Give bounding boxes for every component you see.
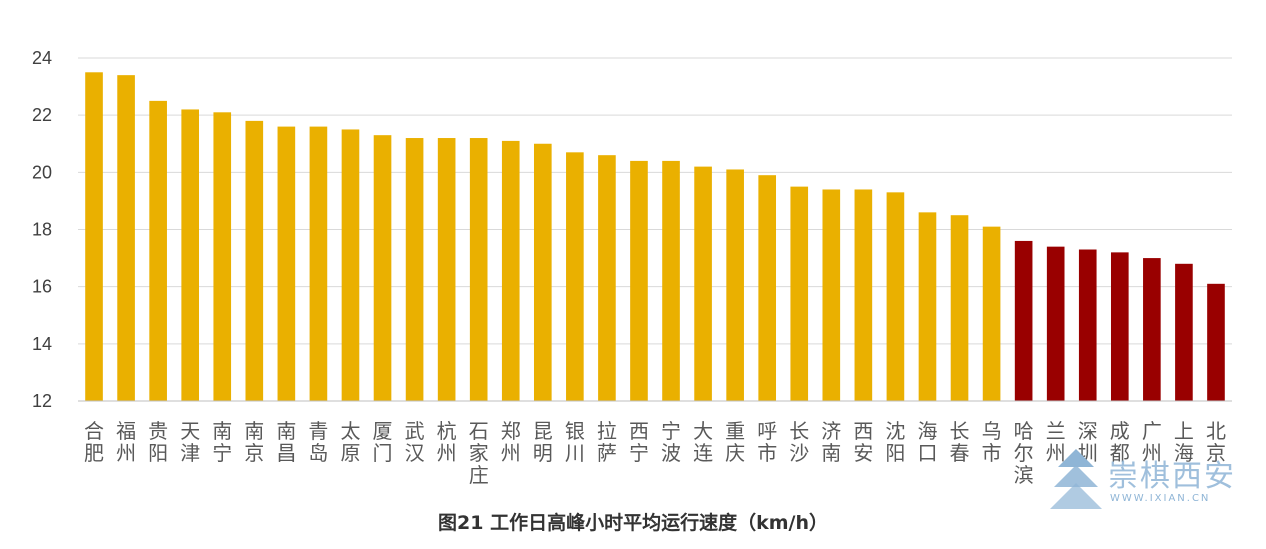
x-tick-label: 杭州 [437, 419, 457, 465]
x-tick-label: 重庆 [725, 419, 745, 465]
watermark: 崇棋西安 WWW.IXIAN.CN [1050, 445, 1250, 515]
bar [245, 120, 264, 401]
bar [309, 126, 328, 401]
x-axis: 合肥福州贵阳天津南宁南京南昌青岛太原厦门武汉杭州石家庄郑州昆明银川拉萨西宁宁波大… [78, 400, 1232, 487]
bar [918, 212, 937, 401]
x-tick-label: 银川 [565, 419, 585, 465]
x-tick-label: 西安 [853, 419, 873, 465]
bar [181, 109, 200, 401]
x-tick-label: 南昌 [276, 419, 296, 465]
bar [726, 169, 744, 401]
bar [277, 126, 296, 401]
x-tick-label: 乌市 [982, 419, 1002, 465]
x-tick-label: 沈阳 [885, 419, 905, 465]
bar [886, 192, 905, 401]
bar [1110, 252, 1129, 401]
bar [1046, 246, 1065, 401]
x-tick-label: 拉萨 [597, 419, 617, 465]
y-tick-label: 18 [32, 220, 52, 240]
bar [373, 135, 392, 402]
bar [85, 72, 103, 402]
x-tick-label: 成都 [1110, 419, 1130, 465]
x-tick-label: 郑州 [501, 419, 521, 465]
x-tick-label: 贵阳 [148, 419, 168, 465]
bar [501, 140, 520, 401]
bar [1207, 283, 1225, 401]
bar-chart: 12 14 16 18 20 22 24 合肥福州贵阳天津南宁南京南昌青岛太原厦门武汉杭州石… [32, 48, 1232, 487]
bar [341, 129, 360, 402]
y-tick-label: 14 [32, 334, 52, 354]
x-tick-label: 长沙 [789, 419, 809, 465]
bar [694, 166, 712, 401]
x-tick-label: 福州 [116, 419, 136, 465]
bar [982, 226, 1001, 401]
x-tick-label: 石家庄 [469, 419, 489, 487]
bar [117, 75, 135, 402]
x-tick-label: 宁波 [661, 419, 681, 465]
x-tick-label: 天津 [180, 419, 200, 465]
bar [822, 189, 841, 401]
x-tick-label: 昆明 [533, 419, 553, 465]
x-tick-label: 太原 [340, 419, 360, 465]
x-tick-label: 西宁 [629, 419, 649, 465]
bar [630, 160, 648, 401]
x-tick-label: 武汉 [405, 419, 425, 465]
bar [405, 138, 424, 402]
y-tick-label: 20 [32, 162, 52, 182]
watermark-url: WWW.IXIAN.CN [1110, 493, 1211, 504]
bar [1175, 263, 1193, 401]
bar [533, 143, 552, 401]
y-tick-label: 24 [32, 48, 52, 68]
x-tick-label: 合肥 [84, 419, 104, 465]
x-tick-label: 长春 [950, 419, 970, 465]
bar [213, 112, 232, 401]
bar [149, 100, 167, 401]
x-tick-label: 北京 [1206, 419, 1226, 465]
bars [85, 72, 1225, 402]
x-tick-label: 哈尔滨 [1014, 419, 1034, 487]
grid-lines [78, 57, 1232, 345]
bar [1078, 249, 1097, 401]
bar [566, 152, 584, 401]
bar [950, 215, 969, 401]
watermark-text: 崇棋西安 [1108, 459, 1236, 494]
bar [598, 155, 616, 401]
bar [758, 175, 777, 401]
y-tick-label: 16 [32, 277, 52, 297]
x-tick-label: 广州 [1142, 419, 1162, 465]
x-tick-label: 厦门 [373, 419, 393, 465]
bar [1143, 258, 1161, 401]
y-tick-label: 22 [32, 105, 52, 125]
x-tick-label: 上海 [1174, 419, 1194, 465]
x-tick-label: 南宁 [212, 419, 232, 465]
x-tick-label: 南京 [244, 419, 264, 465]
x-tick-label: 大连 [693, 419, 713, 465]
x-tick-label: 海口 [917, 419, 937, 465]
bar [469, 138, 488, 402]
y-axis: 12 14 16 18 20 22 24 [32, 48, 52, 411]
x-tick-label: 兰州 [1046, 419, 1066, 465]
bar [1014, 240, 1033, 401]
y-tick-label: 12 [32, 391, 52, 411]
bar [790, 186, 809, 401]
x-tick-label: 青岛 [308, 419, 328, 465]
chart-title: 图21 工作日高峰小时平均运行速度（km/h） [438, 512, 828, 534]
x-tick-label: 深圳 [1078, 419, 1098, 465]
x-tick-label: 济南 [821, 419, 841, 465]
bar [854, 189, 873, 401]
building-icon [1050, 449, 1102, 509]
bar [437, 138, 456, 402]
x-tick-label: 呼市 [757, 419, 777, 465]
bar [662, 160, 680, 401]
